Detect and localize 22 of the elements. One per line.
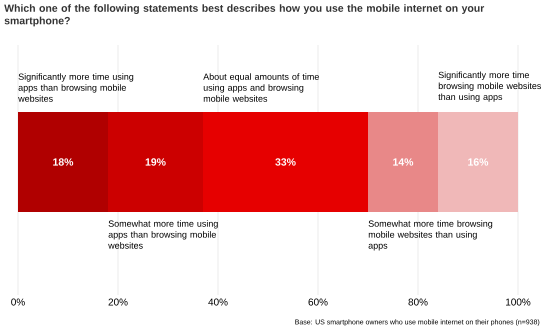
x-tick-label: 80%: [408, 298, 428, 306]
chart-title: Which one of the following statements best describes how you use the mobile internet on your smartphone?: [4, 4, 484, 26]
bar: [108, 112, 203, 212]
data-label: 14%: [393, 158, 414, 166]
data-label: 19%: [146, 158, 166, 166]
x-tick-label: 0%: [11, 298, 25, 306]
series-label: Significantly more time using apps than browsing mobile websites: [18, 73, 134, 102]
x-tick-label: 40%: [208, 298, 228, 306]
series-label: Somewhat more time browsing mobile websites than using apps: [368, 220, 492, 250]
bar: [18, 112, 108, 212]
series-label: Somewhat more time using apps than browsing mobile websites: [108, 220, 218, 249]
x-tick-label: 60%: [308, 298, 328, 306]
series-label: Significantly more time browsing mobile websites than using apps: [438, 72, 542, 102]
bar: [438, 112, 518, 212]
data-label: 33%: [275, 158, 296, 166]
x-tick-label: 20%: [108, 298, 128, 306]
data-label: 18%: [53, 158, 74, 166]
x-tick-label: 100%: [506, 298, 530, 306]
bar: [368, 112, 438, 212]
series-label: About equal amounts of time using apps and browsing mobile websites: [203, 73, 319, 102]
data-label: 16%: [468, 158, 488, 166]
bar: [203, 112, 368, 212]
